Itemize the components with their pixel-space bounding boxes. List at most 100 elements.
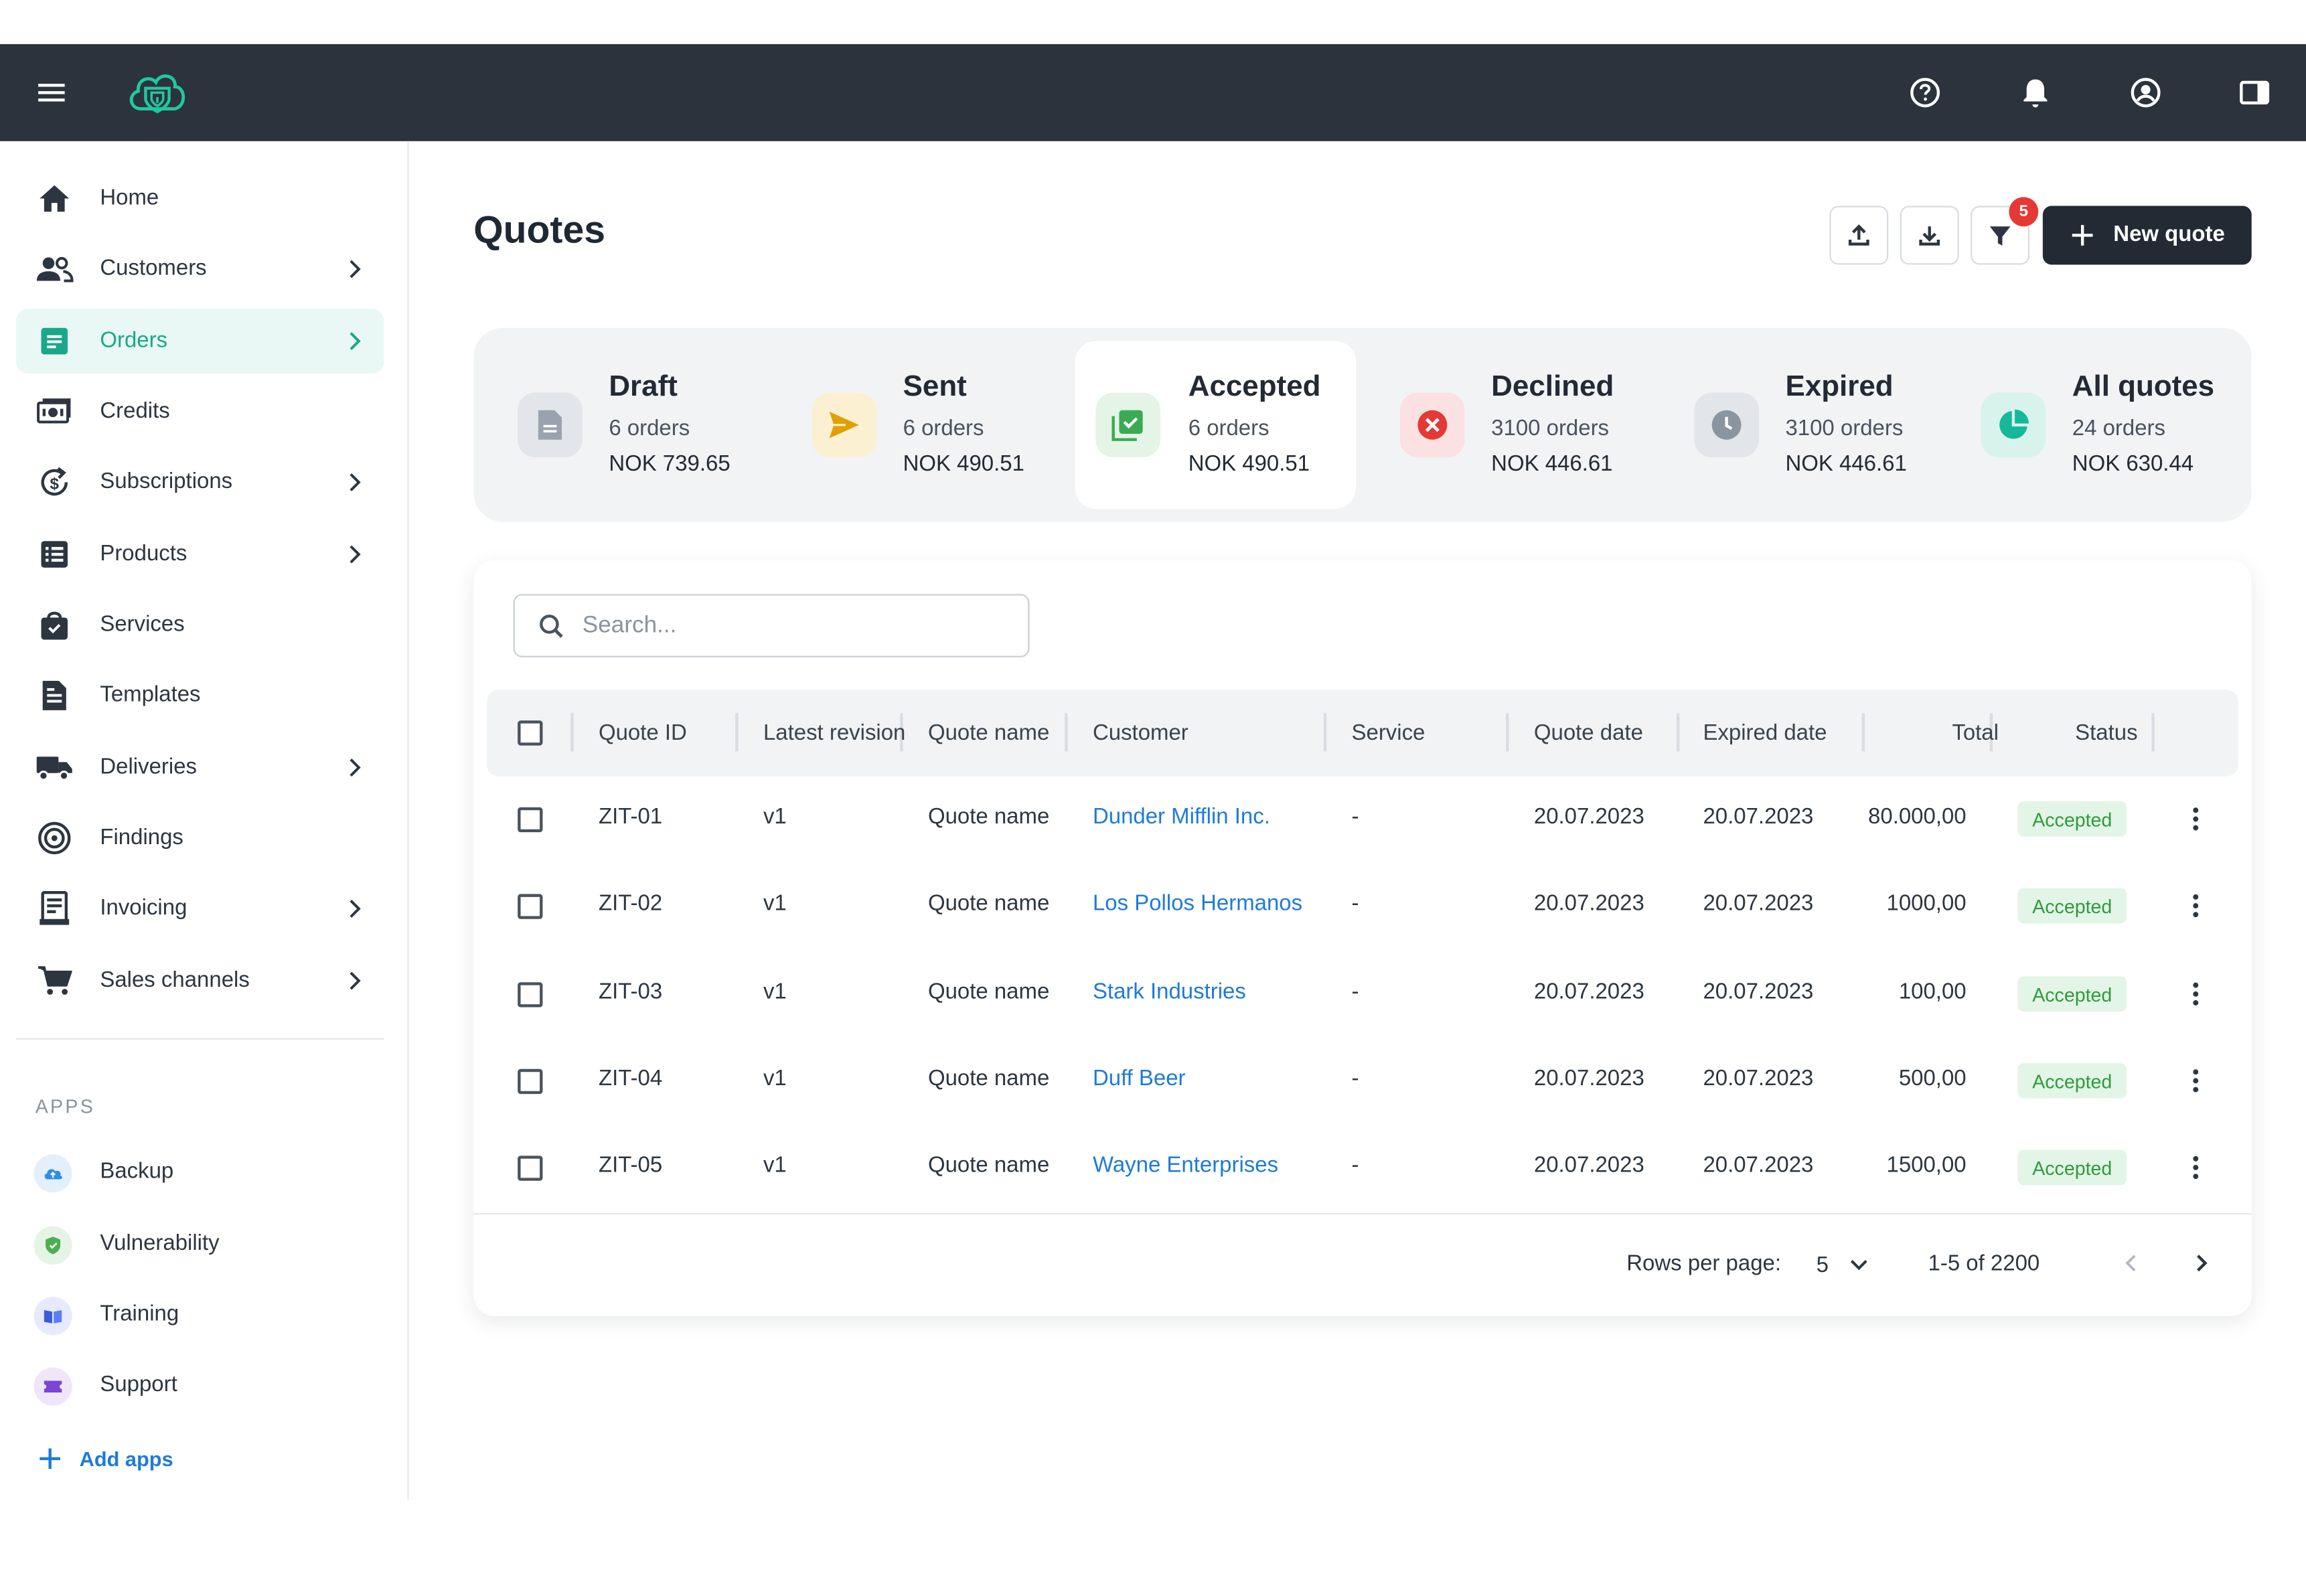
page-title: Quotes <box>473 207 606 252</box>
quote-id: ZIT-02 <box>598 891 663 916</box>
sidebar-item-label: Products <box>100 541 187 566</box>
app-item-backup[interactable]: Backup <box>16 1143 384 1202</box>
rows-per-page-select[interactable]: 5 <box>1812 1245 1882 1283</box>
summary-card-sent[interactable]: Sent 6 orders NOK 490.51 <box>785 341 1065 509</box>
app-item-support[interactable]: Support <box>16 1356 384 1415</box>
summary-card-expired[interactable]: Expired 3100 orders NOK 446.61 <box>1668 341 1947 509</box>
sidebar-item-orders[interactable]: Orders <box>16 309 384 374</box>
column-header-quote-name[interactable]: Quote name <box>927 720 1050 746</box>
customer-link[interactable]: Wayne Enterprises <box>1092 1153 1279 1178</box>
expired-date: 20.07.2023 <box>1703 1153 1814 1178</box>
export-button[interactable] <box>1829 206 1889 265</box>
sidebar-item-customers[interactable]: Customers <box>16 237 384 302</box>
svg-text:$: $ <box>50 475 60 493</box>
column-header-latest-revision[interactable]: Latest revision <box>763 720 905 746</box>
filter-count-badge: 5 <box>2009 197 2039 227</box>
column-header-status[interactable]: Status <box>2075 720 2138 746</box>
row-checkbox[interactable] <box>518 894 543 919</box>
account-icon[interactable] <box>2128 75 2163 110</box>
more-options-icon[interactable] <box>2181 976 2210 1012</box>
customer-link[interactable]: Stark Industries <box>1092 979 1246 1005</box>
sidebar-item-credits[interactable]: Credits <box>16 380 384 445</box>
sidebar-item-sales-channels[interactable]: Sales channels <box>16 949 384 1014</box>
bell-icon[interactable] <box>2018 75 2054 110</box>
total: 1500,00 <box>1886 1153 1967 1178</box>
summary-amount: NOK 446.61 <box>1785 451 1907 477</box>
sidebar-item-label: Sales channels <box>100 967 250 993</box>
table-row[interactable]: ZIT-04 v1 Quote name Duff Beer - 20.07.2023 20… <box>473 1038 2251 1125</box>
sidebar-item-subscriptions[interactable]: $ Subscriptions <box>16 450 384 515</box>
sidebar-item-services[interactable]: Services <box>16 592 384 657</box>
search-input[interactable] <box>582 607 1009 646</box>
import-button[interactable] <box>1900 206 1959 265</box>
column-header-quote-id[interactable]: Quote ID <box>598 720 687 746</box>
book-icon <box>33 1297 72 1336</box>
column-header-service[interactable]: Service <box>1351 720 1426 746</box>
table-row[interactable]: ZIT-02 v1 Quote name Los Pollos Hermanos - 20… <box>473 863 2251 950</box>
column-header-quote-date[interactable]: Quote date <box>1533 720 1643 746</box>
column-separator[interactable] <box>2151 713 2155 752</box>
table-row[interactable]: ZIT-05 v1 Quote name Wayne Enterprises - 20.0… <box>473 1125 2251 1212</box>
customer-link[interactable]: Duff Beer <box>1092 1066 1186 1091</box>
service: - <box>1351 1066 1359 1091</box>
summary-amount: NOK 490.51 <box>903 451 1024 477</box>
sidebar-item-templates[interactable]: Templates <box>16 663 384 728</box>
chevron-right-icon <box>343 969 366 992</box>
next-page-button[interactable] <box>2184 1245 2220 1281</box>
column-header-expired-date[interactable]: Expired date <box>1703 720 1827 746</box>
app-item-training[interactable]: Training <box>16 1285 384 1344</box>
previous-page-button[interactable] <box>2113 1245 2149 1281</box>
column-separator[interactable] <box>1506 713 1509 752</box>
column-header-customer[interactable]: Customer <box>1092 720 1188 746</box>
more-options-icon[interactable] <box>2181 1063 2210 1099</box>
row-checkbox[interactable] <box>518 807 543 833</box>
column-separator[interactable] <box>900 713 903 752</box>
more-options-icon[interactable] <box>2181 801 2210 837</box>
search-box <box>513 594 1030 657</box>
column-separator[interactable] <box>570 713 574 752</box>
sidebar-item-deliveries[interactable]: Deliveries <box>16 735 384 800</box>
accepted-icon <box>1095 392 1160 458</box>
column-separator[interactable] <box>735 713 739 752</box>
app-item-vulnerability[interactable]: Vulnerability <box>16 1214 384 1273</box>
sidebar-panel-icon[interactable] <box>2237 75 2273 110</box>
table-row[interactable]: ZIT-01 v1 Quote name Dunder Mifflin Inc. - 20… <box>473 777 2251 864</box>
quote-id: ZIT-01 <box>598 804 663 829</box>
column-separator[interactable] <box>1323 713 1327 752</box>
summary-card-all-quotes[interactable]: All quotes 24 orders NOK 630.44 <box>1954 341 2234 509</box>
column-separator[interactable] <box>1065 713 1068 752</box>
quote-name: Quote name <box>927 1066 1050 1091</box>
clock-icon <box>1694 392 1759 458</box>
column-header-total[interactable]: Total <box>1952 720 1999 746</box>
add-apps-button[interactable]: Add apps <box>38 1441 173 1477</box>
select-all-checkbox[interactable] <box>518 720 543 746</box>
column-separator[interactable] <box>1989 713 1993 752</box>
new-quote-button[interactable]: New quote <box>2042 206 2252 265</box>
sidebar-item-findings[interactable]: Findings <box>16 806 384 871</box>
summary-card-declined[interactable]: Declined 3100 orders NOK 446.61 <box>1373 341 1652 509</box>
sidebar-item-home[interactable]: Home <box>16 166 384 231</box>
upload-icon <box>1848 224 1869 246</box>
sidebar-item-products[interactable]: Products <box>16 522 384 587</box>
table-row[interactable]: ZIT-03 v1 Quote name Stark Industries - 20.07… <box>473 951 2251 1038</box>
row-checkbox[interactable] <box>518 1068 543 1095</box>
sidebar-item-invoicing[interactable]: Invoicing <box>16 876 384 941</box>
customer-link[interactable]: Los Pollos Hermanos <box>1092 891 1303 916</box>
quote-date: 20.07.2023 <box>1533 804 1644 829</box>
more-options-icon[interactable] <box>2181 888 2210 924</box>
row-checkbox[interactable] <box>518 1155 543 1181</box>
summary-card-accepted[interactable]: Accepted 6 orders NOK 490.51 <box>1075 341 1357 509</box>
summary-card-draft[interactable]: Draft 6 orders NOK 739.65 <box>491 341 771 509</box>
menu-icon[interactable] <box>32 75 70 110</box>
quote-id: ZIT-05 <box>598 1153 663 1178</box>
help-icon[interactable] <box>1908 75 1943 110</box>
column-separator[interactable] <box>1676 713 1680 752</box>
templates-icon <box>35 678 74 714</box>
logo[interactable] <box>124 65 191 121</box>
column-separator[interactable] <box>1861 713 1865 752</box>
row-checkbox[interactable] <box>518 982 543 1008</box>
more-options-icon[interactable] <box>2181 1150 2210 1186</box>
customer-link[interactable]: Dunder Mifflin Inc. <box>1092 804 1270 829</box>
latest-revision: v1 <box>763 1066 787 1091</box>
